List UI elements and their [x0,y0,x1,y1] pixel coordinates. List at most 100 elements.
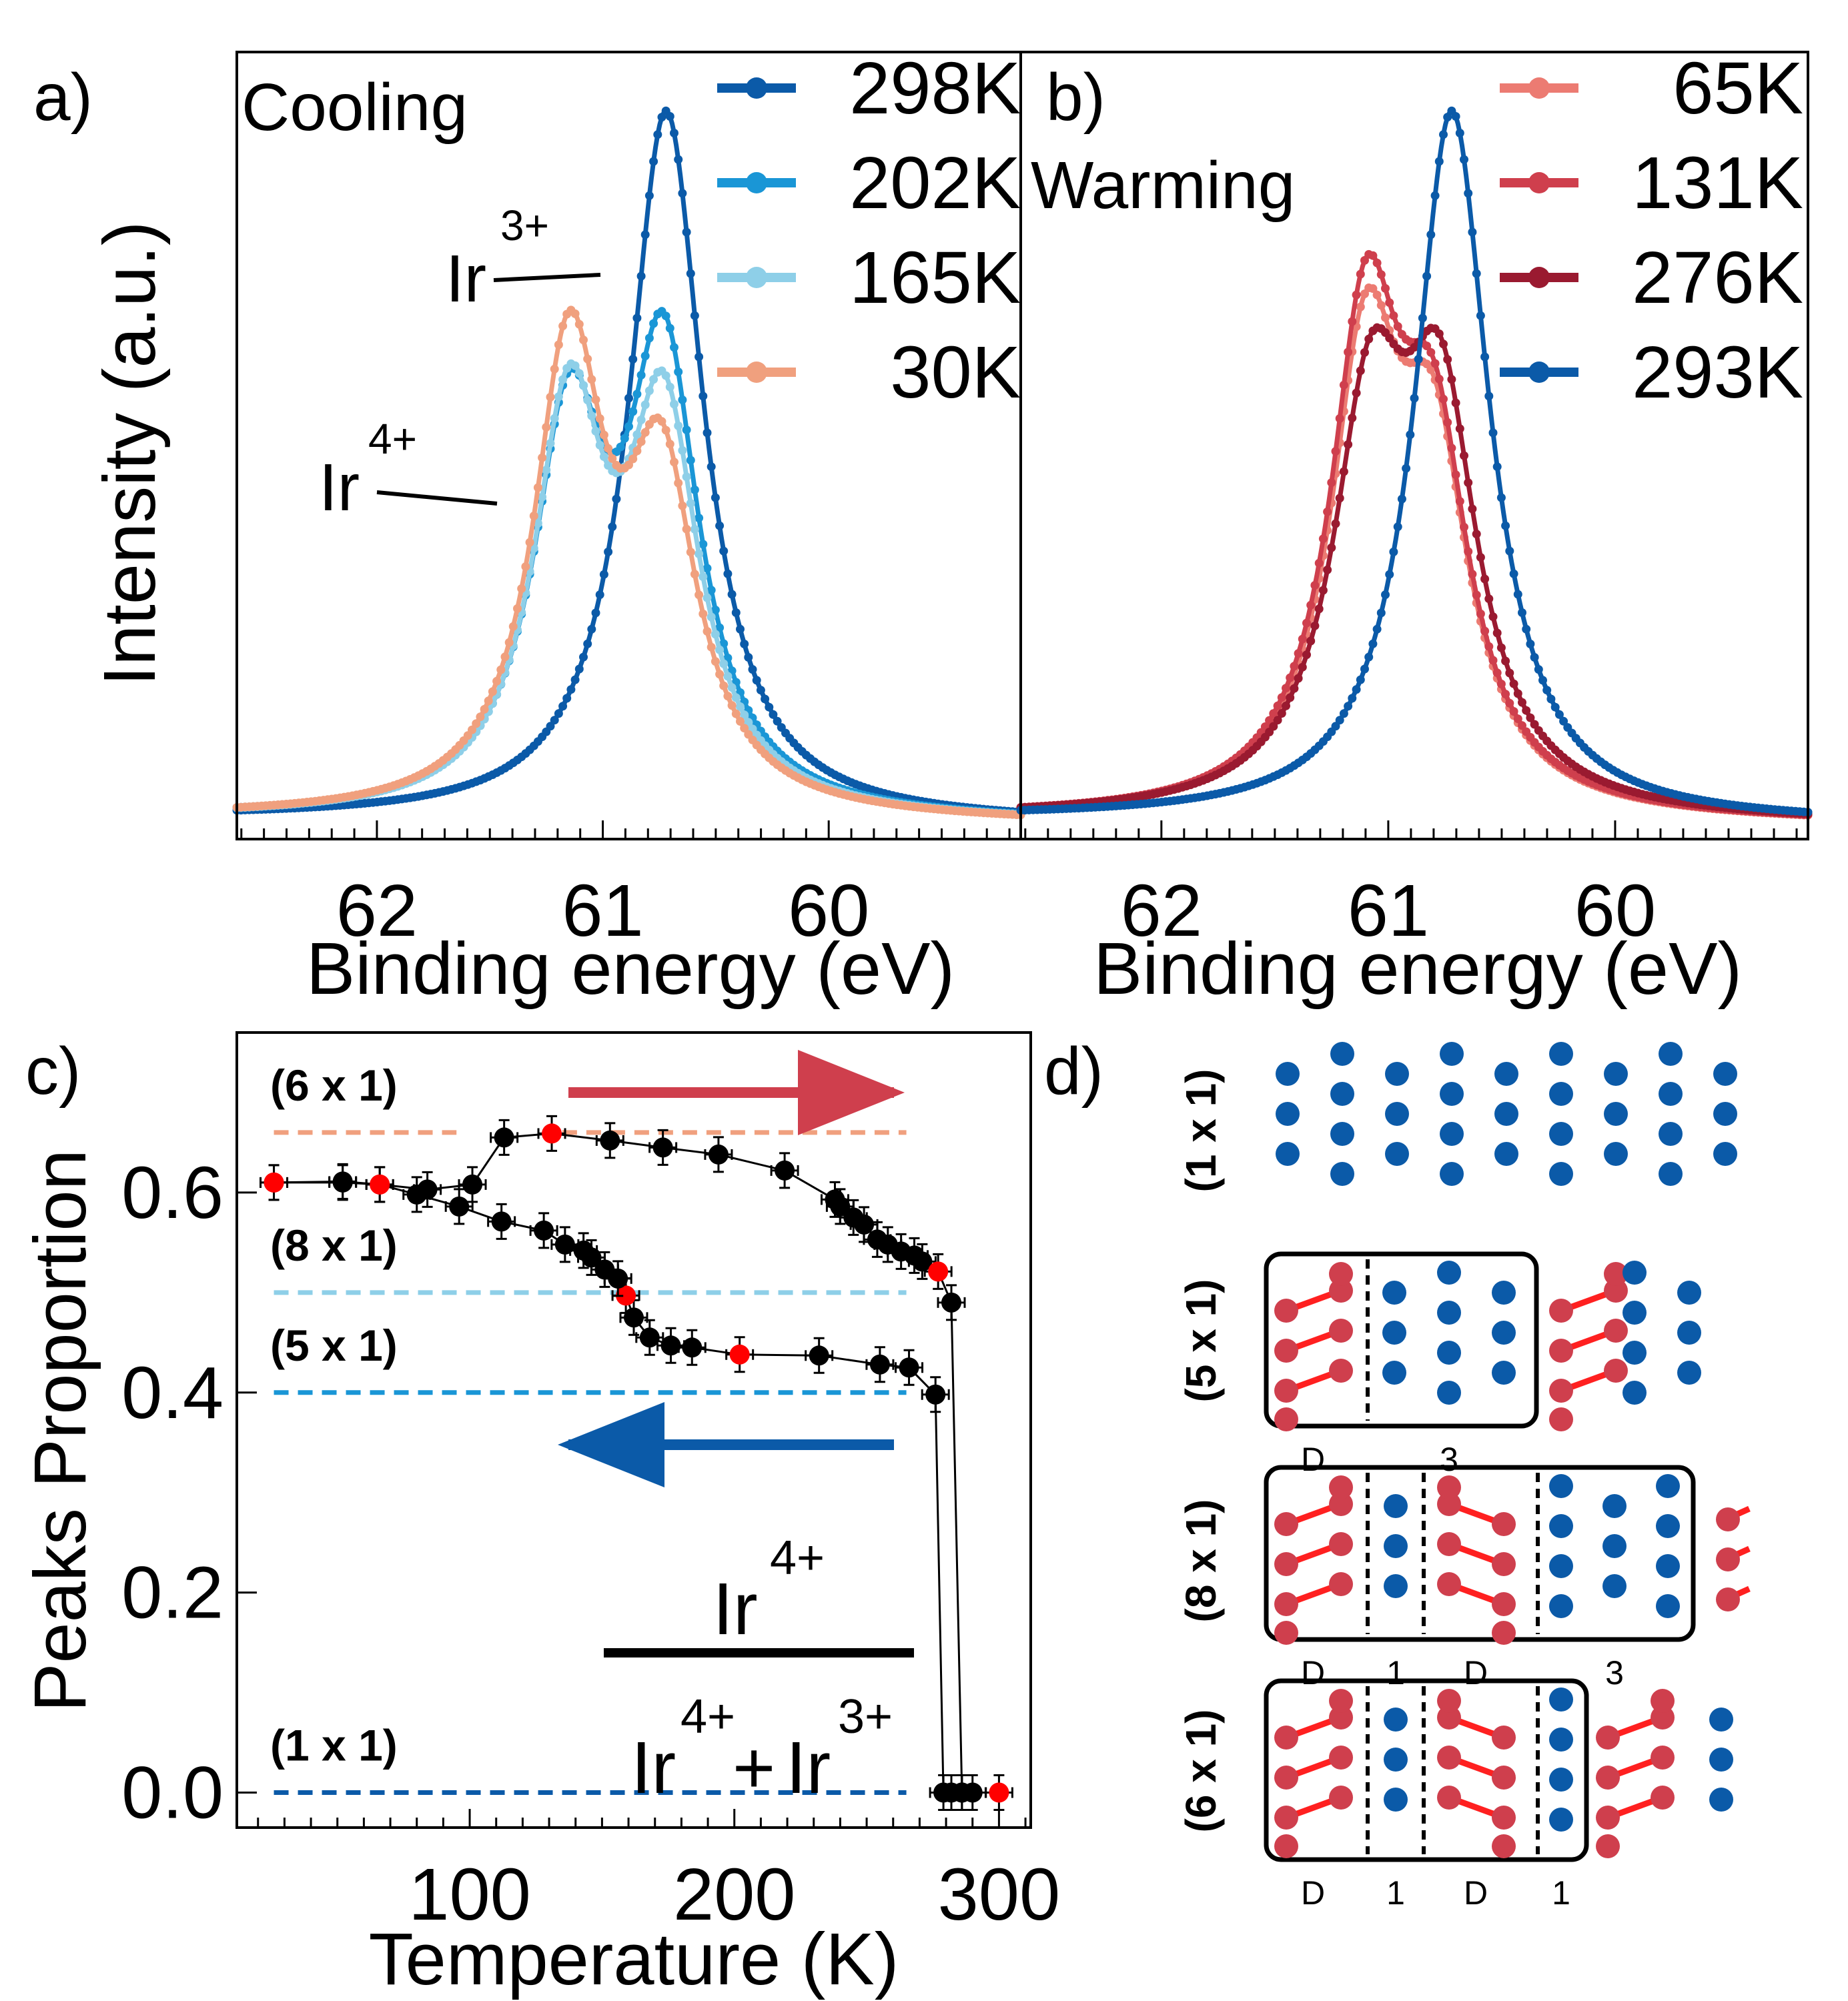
series-point-293K [1426,230,1436,239]
data-marker [775,1160,795,1181]
blue-atom [1494,1062,1518,1086]
series-point-165K [632,430,642,440]
legend-label-30K: 30K [890,331,1021,414]
series-point-30K [583,354,592,364]
panel-b-frame [1019,51,1809,840]
series-point-293K [1439,130,1448,139]
series-point-30K [657,417,666,426]
series-point-131K [1505,698,1514,708]
series-30K [232,305,1025,820]
series-point-131K [1393,321,1402,331]
warming-point [458,1166,487,1203]
panel-a-curves [232,106,1025,820]
series-point-165K [723,672,733,681]
legend-label-298K: 298K [849,47,1021,129]
blue-atom [1330,1122,1354,1146]
series-point-298K [761,694,770,704]
series-point-131K [1468,570,1477,579]
blue-atom [1656,1474,1680,1498]
series-point-131K [1314,558,1324,568]
highlight-marker [542,1123,562,1144]
blue-atom [1602,1494,1627,1518]
ir3-annotation-sup: 3+ [500,201,549,249]
series-point-30K [517,584,526,593]
series-point-293K [1356,675,1365,684]
series-point-298K [612,494,621,504]
series-point-30K [579,336,588,345]
series-point-293K [1526,640,1535,648]
blue-atom [1677,1361,1701,1385]
fraction-denominator-a: Ir [631,1727,676,1809]
series-point-276K [1286,693,1295,702]
series-point-65K [1376,301,1386,310]
structure-label-(8 x 1): (8 x 1) [1177,1499,1225,1623]
series-point-298K [773,716,782,726]
dimer-atom [1492,1552,1516,1576]
data-marker [462,1174,483,1195]
series-point-30K [529,512,538,520]
series-point-202K [661,311,670,321]
series-point-131K [1389,311,1398,320]
series-point-131K [1472,590,1481,600]
series-point-298K [554,709,563,718]
warming-point [923,1253,953,1290]
series-point-30K [480,704,489,714]
cooling-point [895,1349,924,1386]
fraction-numerator-sup: 4+ [770,1531,825,1585]
series-point-30K [661,426,670,435]
series-point-131K [1422,342,1432,351]
legend-label-293K: 293K [1632,331,1803,414]
series-point-276K [1344,440,1353,449]
ir4-annotation-sup: 4+ [368,415,417,463]
series-point-276K [1488,612,1498,622]
dimer-atom [1492,1592,1516,1616]
series-point-293K [1468,227,1477,237]
legend-label-165K: 165K [849,237,1021,319]
series-point-276K [1306,636,1316,646]
series-point-298K [740,640,749,648]
blue-atom [1623,1381,1647,1405]
blue-atom [1549,1728,1573,1752]
dimer-atom [1329,1262,1353,1286]
data-marker [652,1137,673,1158]
series-point-65K [1372,290,1382,299]
series-point-293K [1364,652,1374,662]
warming-point [490,1119,519,1156]
series-point-298K [632,313,642,323]
blue-atom [1623,1261,1647,1285]
series-point-30K [628,454,638,464]
domain-mark: 1 [1386,1654,1405,1692]
panel-b-title: Warming [1031,148,1295,223]
series-point-293K [1559,716,1568,726]
series-point-293K [1434,157,1444,166]
series-point-293K [1480,352,1490,362]
dimer-atom [1274,1766,1298,1790]
series-point-276K [1434,329,1444,338]
domain-mark: D [1464,1874,1488,1912]
dimer-atom [1492,1512,1516,1536]
series-point-30K [727,701,737,710]
series-point-30K [678,501,687,510]
series-point-276K [1496,643,1506,652]
cooling-point [529,1212,558,1249]
dimer-atom [1437,1532,1461,1556]
series-point-298K [636,271,646,281]
blue-atom [1659,1122,1683,1146]
series-point-202K [670,343,678,352]
cooling-point [487,1203,516,1240]
series-point-165K [678,446,687,455]
y-tick-label-0.6: 0.6 [121,1152,223,1234]
ir4-annotation: Ir [319,450,360,525]
series-point-30K [496,665,506,674]
series-point-30K [695,590,704,600]
blue-atom [1656,1514,1680,1538]
data-marker [925,1384,946,1405]
blue-atom [1276,1062,1300,1086]
dimer-group [1274,1475,1353,1645]
blue-atom [1659,1042,1683,1066]
panel-d-label: d) [1044,1034,1103,1109]
warming-point [907,1243,937,1280]
series-point-165K [682,472,691,482]
highlight-marker [616,1285,636,1306]
series-point-298K [587,624,596,634]
